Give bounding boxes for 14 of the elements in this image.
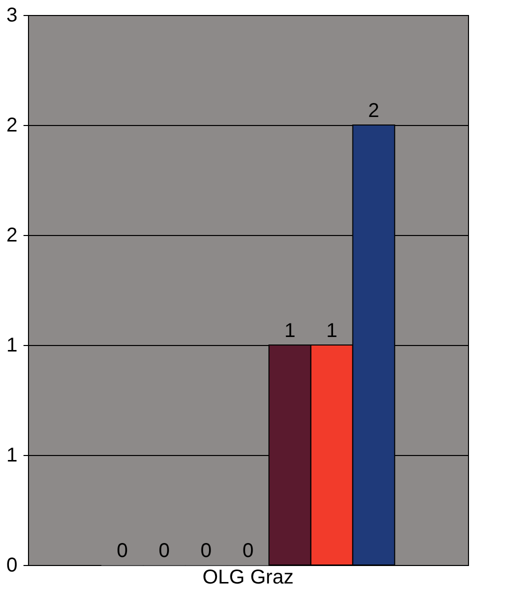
y-tick-label: 0 [6, 554, 18, 576]
data-label: 2 [368, 100, 380, 122]
x-tick-label: OLG Graz [202, 566, 294, 588]
y-tick-label: 1 [6, 334, 18, 356]
data-label: 1 [326, 320, 338, 342]
y-tick-label: 1 [6, 444, 18, 466]
data-label: 0 [158, 540, 170, 562]
y-tick-label: 2 [6, 114, 18, 136]
y-tick-label: 2 [6, 224, 18, 246]
data-label: 0 [116, 540, 128, 562]
data-label: 0 [242, 540, 254, 562]
data-label: 1 [284, 320, 296, 342]
data-label: 0 [200, 540, 212, 562]
y-tick-label: 3 [6, 4, 18, 26]
